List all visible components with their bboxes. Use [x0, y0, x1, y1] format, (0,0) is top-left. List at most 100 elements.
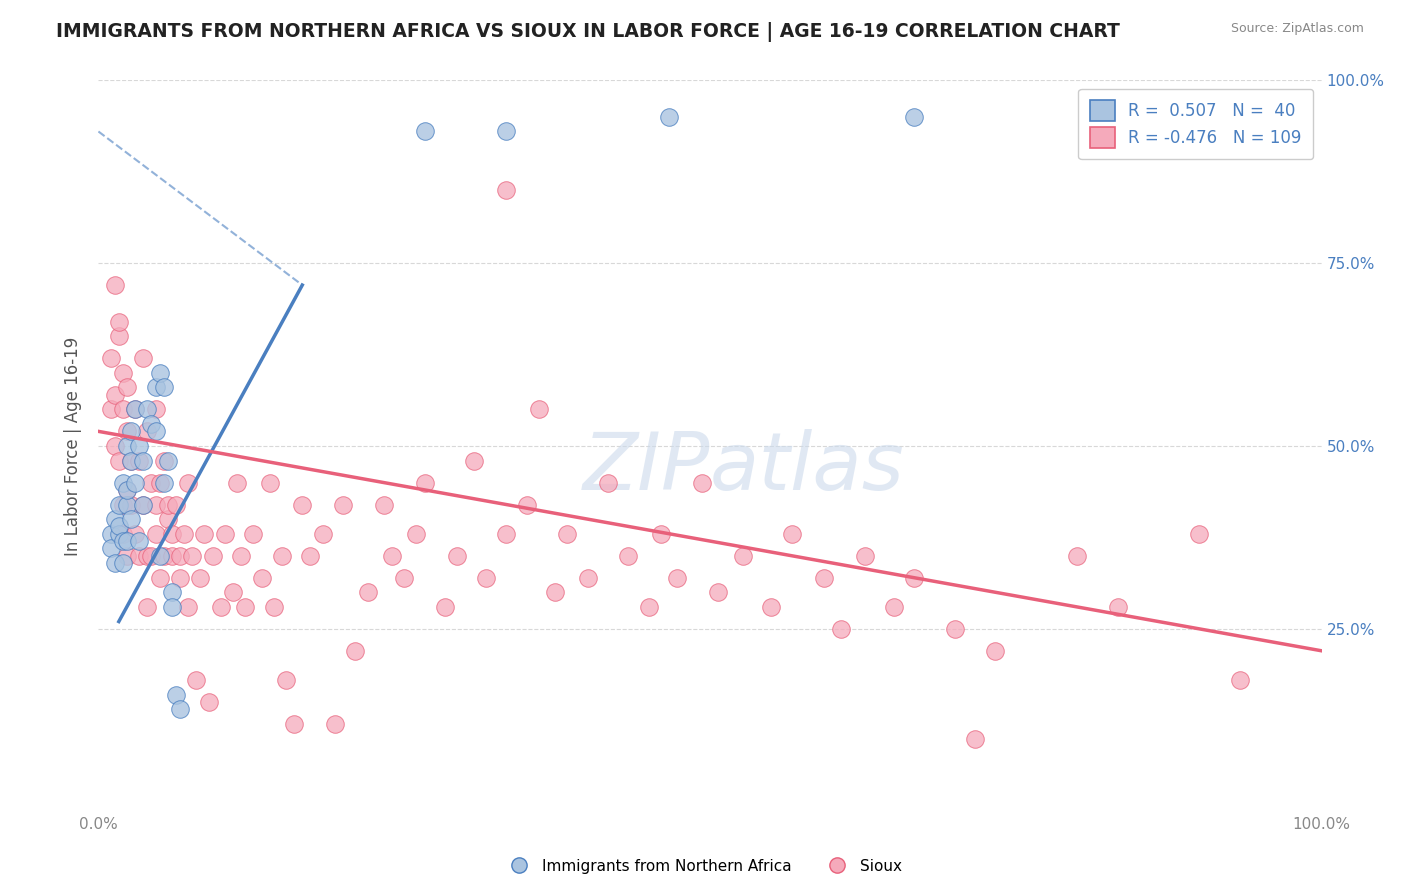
Point	[132, 498, 155, 512]
Point	[650, 526, 672, 541]
Point	[173, 526, 195, 541]
Text: atlas: atlas	[710, 429, 905, 507]
Point	[761, 599, 783, 614]
Point	[169, 549, 191, 563]
Point	[598, 475, 620, 490]
Point	[100, 402, 122, 417]
Point	[128, 453, 150, 467]
Point	[169, 571, 191, 585]
Point	[474, 571, 498, 585]
Point	[108, 453, 131, 467]
Point	[104, 388, 127, 402]
Point	[115, 439, 138, 453]
Point	[1229, 673, 1251, 687]
Point	[111, 475, 134, 490]
Point	[165, 498, 187, 512]
Point	[555, 526, 579, 541]
Point	[136, 549, 159, 563]
Point	[115, 534, 138, 549]
Point	[108, 329, 131, 343]
Point	[160, 526, 183, 541]
Point	[136, 425, 159, 439]
Point	[413, 475, 436, 490]
Point	[152, 475, 174, 490]
Point	[637, 599, 661, 614]
Point	[149, 366, 172, 380]
Point	[111, 402, 134, 417]
Point	[141, 549, 163, 563]
Point	[516, 498, 538, 512]
Point	[149, 475, 172, 490]
Y-axis label: In Labor Force | Age 16-19: In Labor Force | Age 16-19	[65, 336, 83, 556]
Point	[177, 475, 200, 490]
Point	[188, 571, 212, 585]
Point	[115, 425, 138, 439]
Point	[169, 702, 191, 716]
Point	[231, 549, 253, 563]
Point	[731, 549, 754, 563]
Point	[312, 526, 335, 541]
Point	[780, 526, 803, 541]
Point	[145, 402, 167, 417]
Point	[104, 278, 127, 293]
Point	[152, 549, 174, 563]
Point	[214, 526, 236, 541]
Point	[156, 453, 179, 467]
Point	[132, 498, 155, 512]
Point	[120, 453, 142, 467]
Point	[128, 439, 150, 453]
Point	[141, 475, 163, 490]
Point	[100, 526, 122, 541]
Point	[120, 498, 142, 512]
Point	[242, 526, 264, 541]
Point	[160, 585, 183, 599]
Point	[344, 644, 367, 658]
Point	[100, 541, 122, 556]
Point	[201, 549, 224, 563]
Point	[434, 599, 457, 614]
Point	[120, 453, 142, 467]
Point	[136, 599, 159, 614]
Point	[111, 526, 134, 541]
Point	[707, 585, 730, 599]
Point	[111, 556, 134, 570]
Point	[405, 526, 427, 541]
Point	[446, 549, 468, 563]
Point	[883, 599, 905, 614]
Point	[233, 599, 256, 614]
Point	[690, 475, 713, 490]
Point	[149, 571, 172, 585]
Point	[576, 571, 599, 585]
Point	[617, 549, 640, 563]
Text: IMMIGRANTS FROM NORTHERN AFRICA VS SIOUX IN LABOR FORCE | AGE 16-19 CORRELATION : IMMIGRANTS FROM NORTHERN AFRICA VS SIOUX…	[56, 22, 1121, 42]
Point	[104, 556, 127, 570]
Point	[263, 599, 285, 614]
Point	[141, 417, 163, 431]
Point	[666, 571, 689, 585]
Point	[128, 534, 150, 549]
Point	[250, 571, 273, 585]
Point	[115, 483, 138, 497]
Point	[965, 731, 987, 746]
Point	[226, 475, 249, 490]
Point	[145, 498, 167, 512]
Point	[115, 483, 138, 497]
Point	[356, 585, 378, 599]
Point	[943, 622, 966, 636]
Point	[124, 402, 146, 417]
Legend: Immigrants from Northern Africa, Sioux: Immigrants from Northern Africa, Sioux	[498, 853, 908, 880]
Point	[392, 571, 416, 585]
Point	[160, 599, 183, 614]
Point	[177, 599, 200, 614]
Point	[181, 549, 204, 563]
Point	[165, 688, 187, 702]
Point	[984, 644, 1007, 658]
Point	[658, 110, 681, 124]
Point	[209, 599, 232, 614]
Point	[132, 351, 155, 366]
Legend: R =  0.507   N =  40, R = -0.476   N = 109: R = 0.507 N = 40, R = -0.476 N = 109	[1078, 88, 1313, 160]
Point	[186, 673, 208, 687]
Point	[100, 351, 122, 366]
Point	[115, 498, 138, 512]
Point	[299, 549, 322, 563]
